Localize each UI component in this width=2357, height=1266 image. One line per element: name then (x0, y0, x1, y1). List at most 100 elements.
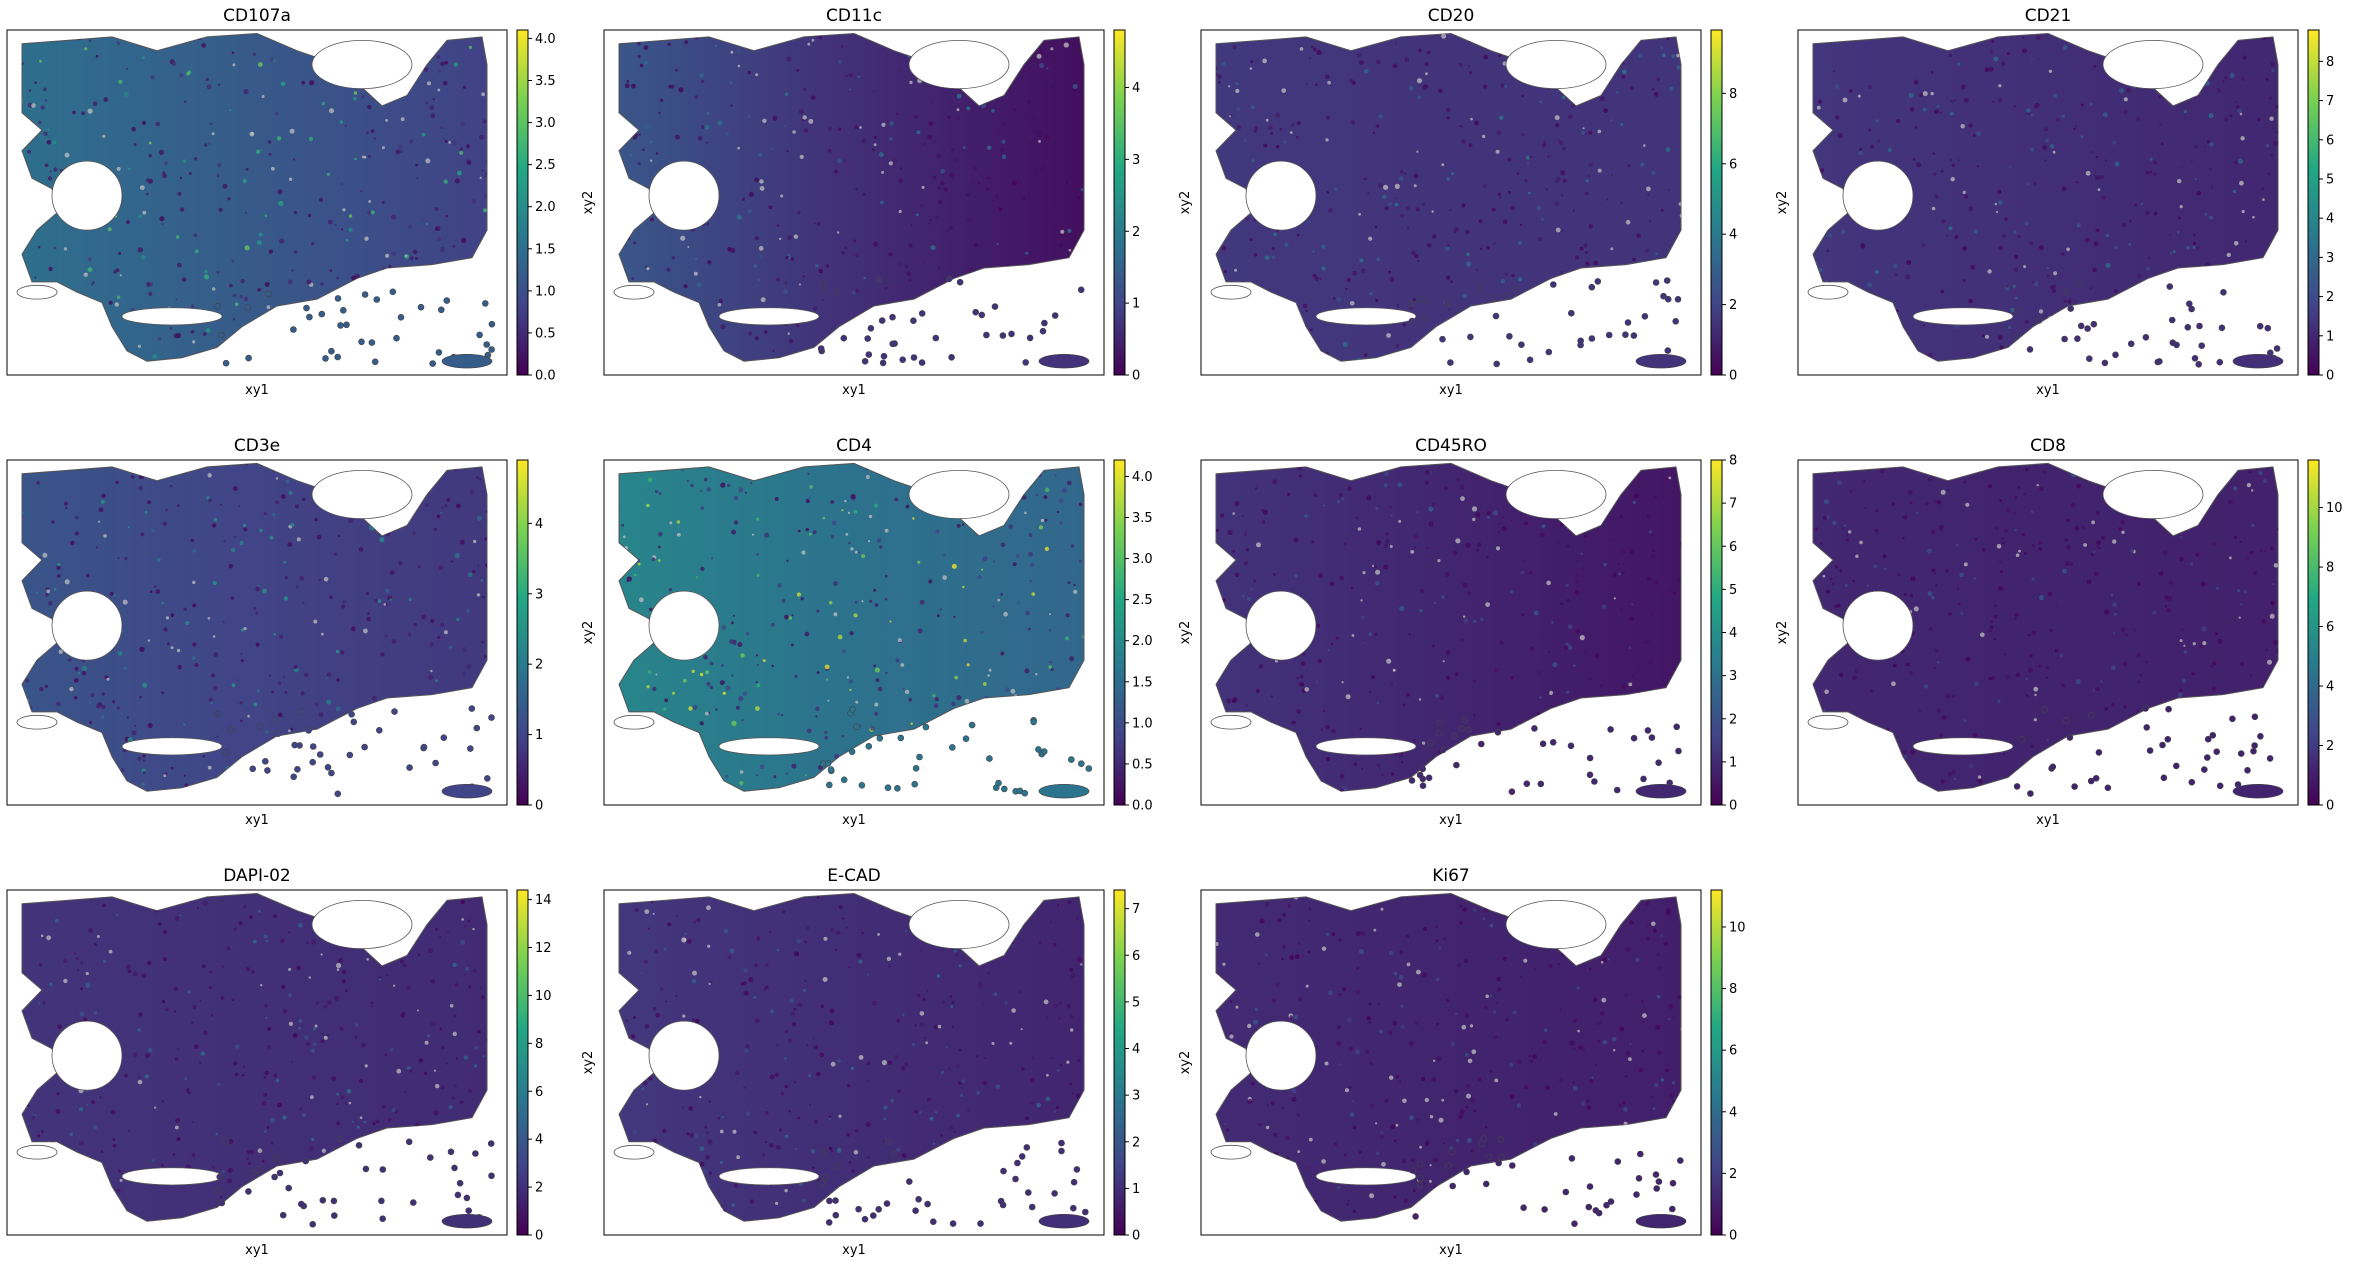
x-axis-label: xy1 (842, 1243, 866, 1258)
colorbar-tick-label: 8 (1729, 982, 1737, 997)
y-axis-label: xy2 (581, 191, 596, 215)
colorbar-tick-label: 0 (535, 799, 543, 814)
colorbar-tick-label: 4 (1729, 626, 1737, 641)
colorbar-tick-label: 8 (1729, 454, 1737, 469)
x-axis-label: xy1 (1439, 1243, 1463, 1258)
colorbar-tick-label: 2 (1729, 298, 1737, 313)
panel-title: E-CAD (827, 866, 880, 886)
panel-cd4: CD4 xy1 xy2 0.0 0.5 1.0 1.5 2.0 2.5 3.0 3.5 4.0 (581, 436, 1153, 828)
colorbar-tick-label: 12 (535, 941, 552, 956)
panel-title: CD20 (1428, 6, 1475, 26)
panel-cd3e: CD3exy1xy201234 (6, 436, 543, 828)
panel-cd20: CD20 xy1 xy2 0 2 4 6 8 (1178, 6, 1737, 398)
colorbar-tick-label: 1.0 (535, 284, 556, 299)
panel-title: CD3e (234, 436, 280, 456)
colorbar-tick-label: 7 (1132, 902, 1140, 917)
panel-title: CD21 (2025, 6, 2072, 26)
y-axis-label: xy2 (1775, 191, 1790, 215)
panel-cd45ro: CD45RO xy1 xy2 0 1 2 3 4 5 6 7 8 (1178, 436, 1737, 828)
colorbar-tick-label: 5 (2326, 172, 2334, 187)
y-axis-label: xy2 (581, 621, 596, 645)
colorbar-tick-label: 0 (1729, 369, 1737, 384)
colorbar-tick-label: 3.0 (535, 116, 556, 131)
panel-title: CD107a (223, 6, 291, 26)
colorbar (2307, 459, 2320, 806)
colorbar-tick-label: 0.0 (1132, 799, 1153, 814)
colorbar (516, 459, 529, 806)
colorbar-tick-label: 4.0 (1132, 470, 1153, 485)
colorbar-tick-label: 6 (1729, 1044, 1737, 1059)
colorbar-tick-label: 2.5 (1132, 593, 1153, 608)
colorbar-tick-label: 3 (1132, 1089, 1140, 1104)
colorbar-tick-label: 8 (535, 1037, 543, 1052)
colorbar (516, 889, 529, 1236)
colorbar-tick-label: 2 (1132, 1135, 1140, 1150)
panel-cd8: CD8 xy1 xy2 0 2 4 6 8 10 (1775, 436, 2343, 828)
x-axis-label: xy1 (245, 383, 269, 398)
colorbar-tick-label: 6 (1132, 949, 1140, 964)
colorbar-tick-label: 0.5 (535, 326, 556, 341)
colorbar-tick-label: 0 (1729, 799, 1737, 814)
colorbar-tick-label: 1.5 (1132, 675, 1153, 690)
colorbar-tick-label: 3.0 (1132, 552, 1153, 567)
colorbar-tick-label: 3 (1132, 153, 1140, 168)
x-axis-label: xy1 (2036, 813, 2060, 828)
panel-ki67: Ki67 xy1 xy2 0 2 4 6 8 10 (1178, 866, 1746, 1258)
colorbar-tick-label: 14 (535, 893, 552, 908)
colorbar-tick-label: 2.0 (1132, 634, 1153, 649)
y-axis-label: xy2 (581, 1051, 596, 1075)
x-axis-label: xy1 (245, 1243, 269, 1258)
colorbar-tick-label: 6 (2326, 620, 2334, 635)
colorbar-tick-label: 3 (535, 587, 543, 602)
colorbar-tick-label: 0 (1132, 1229, 1140, 1244)
panel-title: Ki67 (1432, 866, 1470, 886)
colorbar-tick-label: 10 (1729, 920, 1746, 935)
x-axis-label: xy1 (842, 383, 866, 398)
colorbar-tick-label: 2 (1729, 1167, 1737, 1182)
y-axis-label: xy2 (1178, 1051, 1193, 1075)
panel-title: CD45RO (1415, 436, 1487, 456)
colorbar-tick-label: 3 (1729, 669, 1737, 684)
colorbar-tick-label: 2.0 (535, 200, 556, 215)
colorbar-tick-label: 4 (535, 517, 543, 532)
colorbar-tick-label: 6 (2326, 133, 2334, 148)
panel-title: DAPI-02 (223, 866, 290, 886)
colorbar-tick-label: 6 (1729, 157, 1737, 172)
x-axis-label: xy1 (1439, 813, 1463, 828)
colorbar-tick-label: 0 (1729, 1229, 1737, 1244)
colorbar-tick-label: 1.5 (535, 242, 556, 257)
colorbar-tick-label: 8 (2326, 561, 2334, 576)
colorbar-tick-label: 2 (2326, 290, 2334, 305)
colorbar-tick-label: 4 (2326, 680, 2334, 695)
colorbar (1710, 889, 1723, 1236)
colorbar-tick-label: 1 (2326, 329, 2334, 344)
y-axis-label: xy2 (1178, 191, 1193, 215)
colorbar-tick-label: 3 (2326, 251, 2334, 266)
colorbar-tick-label: 4 (2326, 212, 2334, 227)
colorbar-tick-label: 10 (2326, 501, 2343, 516)
panel-title: CD8 (2030, 436, 2066, 456)
colorbar-tick-label: 8 (2326, 55, 2334, 70)
colorbar-tick-label: 4 (1132, 1042, 1140, 1057)
colorbar-tick-label: 4.0 (535, 32, 556, 47)
colorbar-tick-label: 1 (1132, 1182, 1140, 1197)
colorbar-tick-label: 7 (2326, 94, 2334, 109)
colorbar-tick-label: 0 (1132, 369, 1140, 384)
colorbar-tick-label: 2 (1729, 712, 1737, 727)
colorbar (1113, 889, 1126, 1236)
colorbar-tick-label: 5 (1729, 583, 1737, 598)
colorbar-tick-label: 2 (1132, 225, 1140, 240)
x-axis-label: xy1 (1439, 383, 1463, 398)
colorbar-tick-label: 6 (535, 1085, 543, 1100)
colorbar-tick-label: 4 (535, 1133, 543, 1148)
colorbar (1710, 459, 1723, 806)
colorbar-tick-label: 1 (1132, 297, 1140, 312)
colorbar-tick-label: 0 (2326, 799, 2334, 814)
colorbar-tick-label: 0.0 (535, 369, 556, 384)
colorbar (1710, 29, 1723, 376)
panel-cd107a: CD107axy1xy20.00.51.01.52.02.53.03.54.0 (6, 6, 556, 398)
colorbar-tick-label: 8 (1729, 87, 1737, 102)
colorbar-tick-label: 2 (535, 1181, 543, 1196)
colorbar-tick-label: 10 (535, 989, 552, 1004)
